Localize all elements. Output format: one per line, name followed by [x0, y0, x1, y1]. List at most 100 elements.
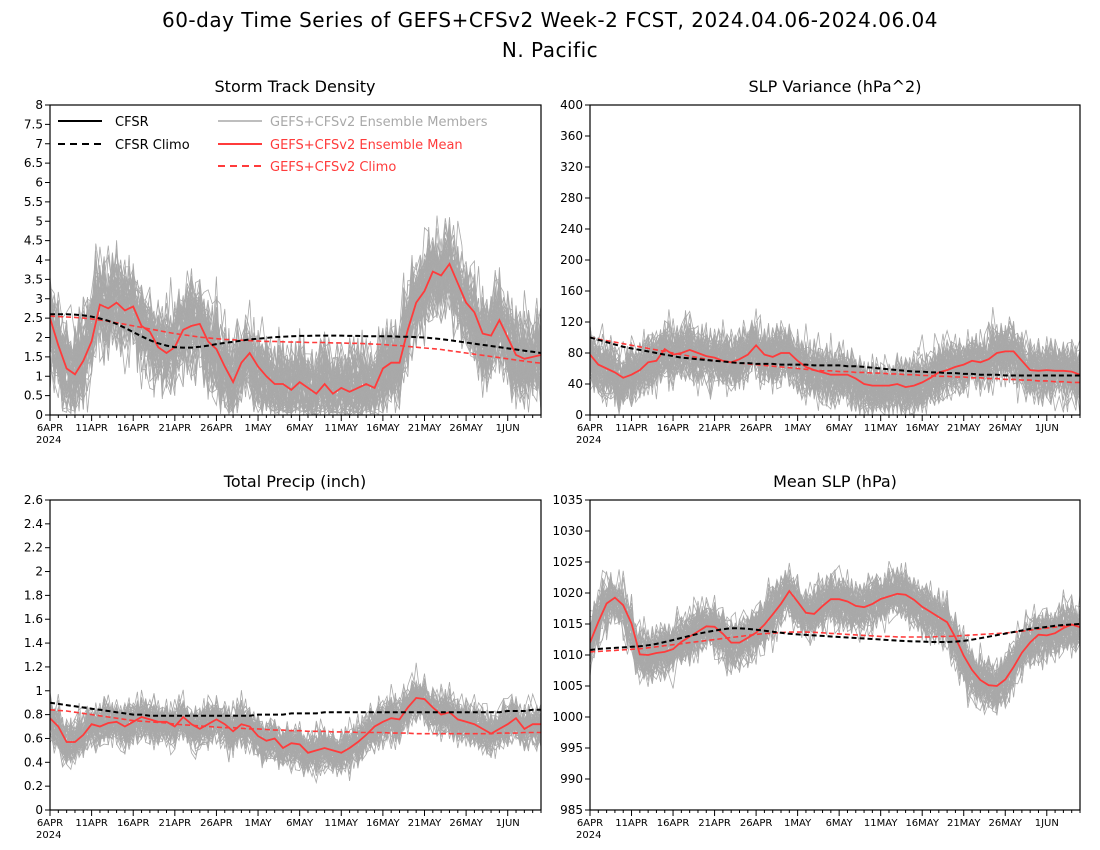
x-tick-label: 26MAY — [449, 423, 483, 434]
x-tick-label: 11MAY — [325, 423, 359, 434]
series-gefs-climo — [590, 623, 1080, 653]
x-tick-label: 26MAY — [449, 818, 483, 829]
x-year-label: 2024 — [576, 435, 601, 446]
x-tick-label: 21APR — [698, 818, 731, 829]
member-line — [50, 218, 541, 414]
y-tick-label: 2.6 — [24, 493, 43, 507]
y-tick-label: 5.5 — [24, 195, 43, 209]
x-tick-label: 26MAY — [988, 818, 1022, 829]
x-tick-label: 26APR — [740, 423, 773, 434]
y-tick-label: 1 — [35, 684, 43, 698]
plot-area — [590, 307, 1080, 415]
x-tick-label: 21APR — [159, 818, 192, 829]
x-tick-label: 16APR — [657, 818, 690, 829]
x-year-label: 2024 — [576, 830, 601, 841]
x-tick-label: 6APR — [577, 818, 603, 829]
panel-slp-variance: SLP Variance (hPa^2) 0 40 80 120 160 200 240 28… — [560, 77, 1081, 446]
x-tick-label: 1MAY — [244, 423, 272, 434]
y-tick-label: 7.5 — [24, 117, 43, 131]
x-tick-label: 16APR — [117, 818, 150, 829]
member-line — [50, 700, 541, 777]
y-tick-label: 280 — [560, 191, 583, 205]
y-tick-label: 3 — [35, 292, 43, 306]
x-tick-label: 11MAY — [864, 818, 898, 829]
panel-storm-track-density: Storm Track Density 0 0.5 1 1.5 2 2.5 3 3.5 4 4.5… — [24, 77, 542, 446]
x-tick-label: 26APR — [200, 818, 233, 829]
member-line — [50, 688, 541, 770]
x-tick-label: 21MAY — [947, 818, 981, 829]
y-tick-label: 4 — [35, 253, 43, 267]
y-tick-label: 1.8 — [24, 588, 43, 602]
y-tick-label: 0.2 — [24, 779, 43, 793]
y-tick-label: 2.2 — [24, 541, 43, 555]
legend-label-cfsr-climo: CFSR Climo — [115, 138, 190, 153]
series-cfsr-climo — [590, 623, 1080, 651]
x-tick-label: 1JUN — [1035, 423, 1059, 434]
member-line — [590, 319, 1080, 415]
y-tick-label: 320 — [560, 160, 583, 174]
member-line — [50, 246, 541, 415]
member-line — [590, 307, 1080, 401]
figure-subtitle: N. Pacific — [502, 38, 598, 62]
member-line — [590, 560, 1080, 689]
y-tick-label: 4.5 — [24, 234, 43, 248]
y-tick-label: 360 — [560, 129, 583, 143]
figure-title: 60-day Time Series of GEFS+CFSv2 Week-2 … — [162, 8, 938, 32]
series-ensemble-mean — [50, 262, 541, 395]
y-tick-label: 40 — [568, 377, 583, 391]
x-tick-label: 1MAY — [784, 423, 812, 434]
panel-title: Storm Track Density — [215, 77, 376, 96]
x-tick-label: 16MAY — [366, 423, 400, 434]
member-line — [590, 323, 1080, 401]
y-tick-label: 985 — [560, 803, 583, 817]
series-gefs-climo — [50, 709, 541, 735]
series-ensemble-mean — [590, 589, 1080, 687]
series-cfsr-climo — [50, 701, 541, 717]
plot-frame — [49, 499, 542, 811]
legend: CFSR CFSR Climo GEFS+CFSv2 Ensemble Memb… — [58, 115, 488, 175]
y-tick-label: 2 — [35, 565, 43, 579]
y-tick-label: 1.6 — [24, 612, 43, 626]
member-line — [50, 244, 541, 415]
x-tick-label: 11APR — [75, 818, 108, 829]
series-gefs-climo — [50, 315, 541, 364]
x-tick-label: 16APR — [657, 423, 690, 434]
y-tick-label: 6 — [35, 176, 43, 190]
plot-area — [50, 215, 541, 415]
series-ensemble-mean — [590, 343, 1080, 389]
y-tick-label: 5 — [35, 214, 43, 228]
y-tick-label: 1010 — [552, 648, 583, 662]
y-tick-label: 200 — [560, 253, 583, 267]
panel-title: Mean SLP (hPa) — [773, 472, 897, 491]
legend-label-gefs-climo: GEFS+CFSv2 Climo — [270, 160, 396, 175]
y-tick-label: 0.6 — [24, 731, 43, 745]
x-tick-label: 21APR — [698, 423, 731, 434]
member-line — [590, 323, 1080, 397]
x-year-label: 2024 — [36, 435, 61, 446]
legend-label-ens-mean: GEFS+CFSv2 Ensemble Mean — [270, 138, 463, 153]
y-tick-label: 7 — [35, 137, 43, 151]
x-year-label: 2024 — [36, 830, 61, 841]
x-tick-label: 1MAY — [784, 818, 812, 829]
y-tick-label: 400 — [560, 98, 583, 112]
x-tick-label: 26APR — [740, 818, 773, 829]
y-tick-label: 0 — [35, 803, 43, 817]
y-tick-label: 1.4 — [24, 636, 43, 650]
member-line — [590, 568, 1080, 700]
series-gefs-climo — [590, 336, 1080, 384]
x-tick-label: 6APR — [37, 818, 63, 829]
x-tick-label: 21MAY — [408, 423, 442, 434]
x-tick-label: 16APR — [117, 423, 150, 434]
x-tick-label: 1MAY — [244, 818, 272, 829]
y-tick-label: 0 — [35, 408, 43, 422]
y-tick-label: 0.4 — [24, 755, 43, 769]
x-tick-label: 16MAY — [905, 423, 939, 434]
x-tick-label: 6APR — [577, 423, 603, 434]
member-line — [590, 562, 1080, 709]
legend-label-cfsr: CFSR — [115, 115, 149, 130]
x-tick-label: 11APR — [615, 818, 648, 829]
y-tick-label: 160 — [560, 284, 583, 298]
legend-label-members: GEFS+CFSv2 Ensemble Members — [270, 115, 488, 130]
y-tick-label: 990 — [560, 772, 583, 786]
member-line — [590, 578, 1080, 704]
